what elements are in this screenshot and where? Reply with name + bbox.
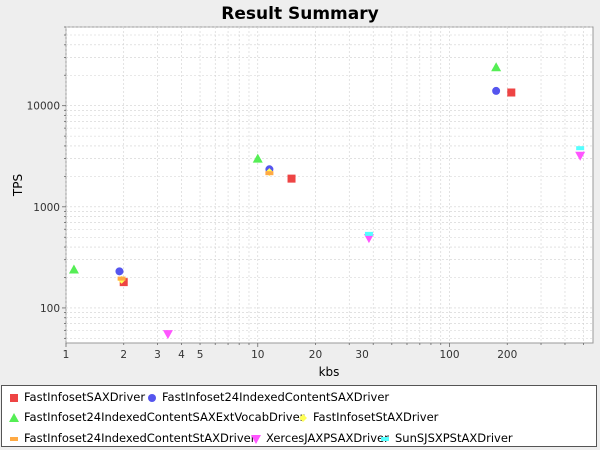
legend-item: SunSJSXPStAXDriver: [380, 431, 513, 445]
x-tick-label: 4: [178, 349, 185, 361]
data-point: [287, 174, 296, 183]
data-point: [162, 330, 173, 340]
legend-label: FastInfoset24IndexedContentSAXExtVocabDr…: [24, 410, 305, 424]
legend-marker-shape: [148, 394, 156, 402]
data-points: [68, 62, 586, 340]
legend-label: XercesJAXPSAXDriver: [266, 431, 389, 445]
legend-label: FastInfoset24IndexedContentSAXDriver: [162, 390, 390, 404]
data-point: [364, 231, 373, 236]
y-axis-label: TPS: [11, 174, 25, 197]
x-tick-label: 5: [197, 349, 204, 361]
legend-marker-shape: [9, 413, 19, 422]
x-tick-label: 2: [120, 349, 127, 361]
x-tick-label: 30: [355, 349, 368, 361]
series-4: [117, 171, 274, 281]
legend-label: FastInfoset24IndexedContentStAXDriver: [24, 431, 256, 445]
square-marker-icon: [9, 392, 19, 402]
legend-marker-shape: [381, 437, 389, 441]
data-point: [265, 171, 274, 176]
x-tick-label: 3: [154, 349, 161, 361]
axes: 1 2 3 4 5 10 20 30 100 200 100 1000 10000: [27, 26, 584, 361]
legend-item: FastInfosetSAXDriver: [9, 390, 145, 404]
data-point: [492, 86, 501, 95]
data-point: [363, 234, 374, 244]
series-2: [68, 62, 502, 274]
y-tick-label: 10000: [27, 101, 60, 113]
x-tick-label: 20: [309, 349, 322, 361]
legend-marker-shape: [299, 414, 307, 422]
x-tick-label: 10: [251, 349, 264, 361]
x-tick-label: 100: [440, 349, 460, 361]
data-point: [119, 278, 128, 287]
legend-item: FastInfoset24IndexedContentSAXDriver: [147, 390, 389, 404]
rect-marker-icon: [9, 433, 19, 443]
legend-marker-shape: [10, 394, 18, 402]
series-6: [364, 146, 585, 236]
data-point: [68, 264, 79, 274]
series-0: [119, 88, 516, 287]
legend-marker-shape: [251, 435, 261, 444]
legend-label: FastInfosetStAXDriver: [313, 410, 439, 424]
grid: [65, 26, 593, 343]
x-tick-label: 1: [63, 349, 70, 361]
series-5: [162, 151, 586, 340]
data-point: [576, 146, 585, 151]
data-point: [252, 153, 263, 163]
data-point: [117, 276, 126, 281]
legend: FastInfosetSAXDriver FastInfoset24Indexe…: [1, 385, 597, 447]
y-tick-label: 1000: [33, 202, 60, 214]
data-point: [491, 62, 502, 72]
legend-item: XercesJAXPSAXDriver: [251, 431, 389, 445]
chart-title: Result Summary: [221, 4, 378, 24]
data-point: [575, 151, 586, 161]
plot-area: [65, 26, 594, 344]
legend-marker-shape: [10, 437, 18, 441]
triangle-down-marker-icon: [251, 433, 261, 444]
legend-item: FastInfosetStAXDriver: [298, 410, 438, 424]
rect-marker-icon: [380, 433, 390, 443]
triangle-up-marker-icon: [9, 412, 19, 422]
data-point: [115, 267, 124, 276]
legend-item: FastInfoset24IndexedContentSAXExtVocabDr…: [9, 410, 304, 424]
data-point: [507, 88, 516, 97]
x-axis-label: kbs: [319, 365, 340, 379]
x-tick-label: 200: [497, 349, 517, 361]
y-tick-label: 100: [40, 303, 60, 315]
legend-label: FastInfosetSAXDriver: [24, 390, 146, 404]
legend-item: FastInfoset24IndexedContentStAXDriver: [9, 431, 255, 445]
legend-label: SunSJSXPStAXDriver: [395, 431, 513, 445]
circle-marker-icon: [147, 392, 157, 402]
diamond-marker-icon: [298, 412, 308, 422]
